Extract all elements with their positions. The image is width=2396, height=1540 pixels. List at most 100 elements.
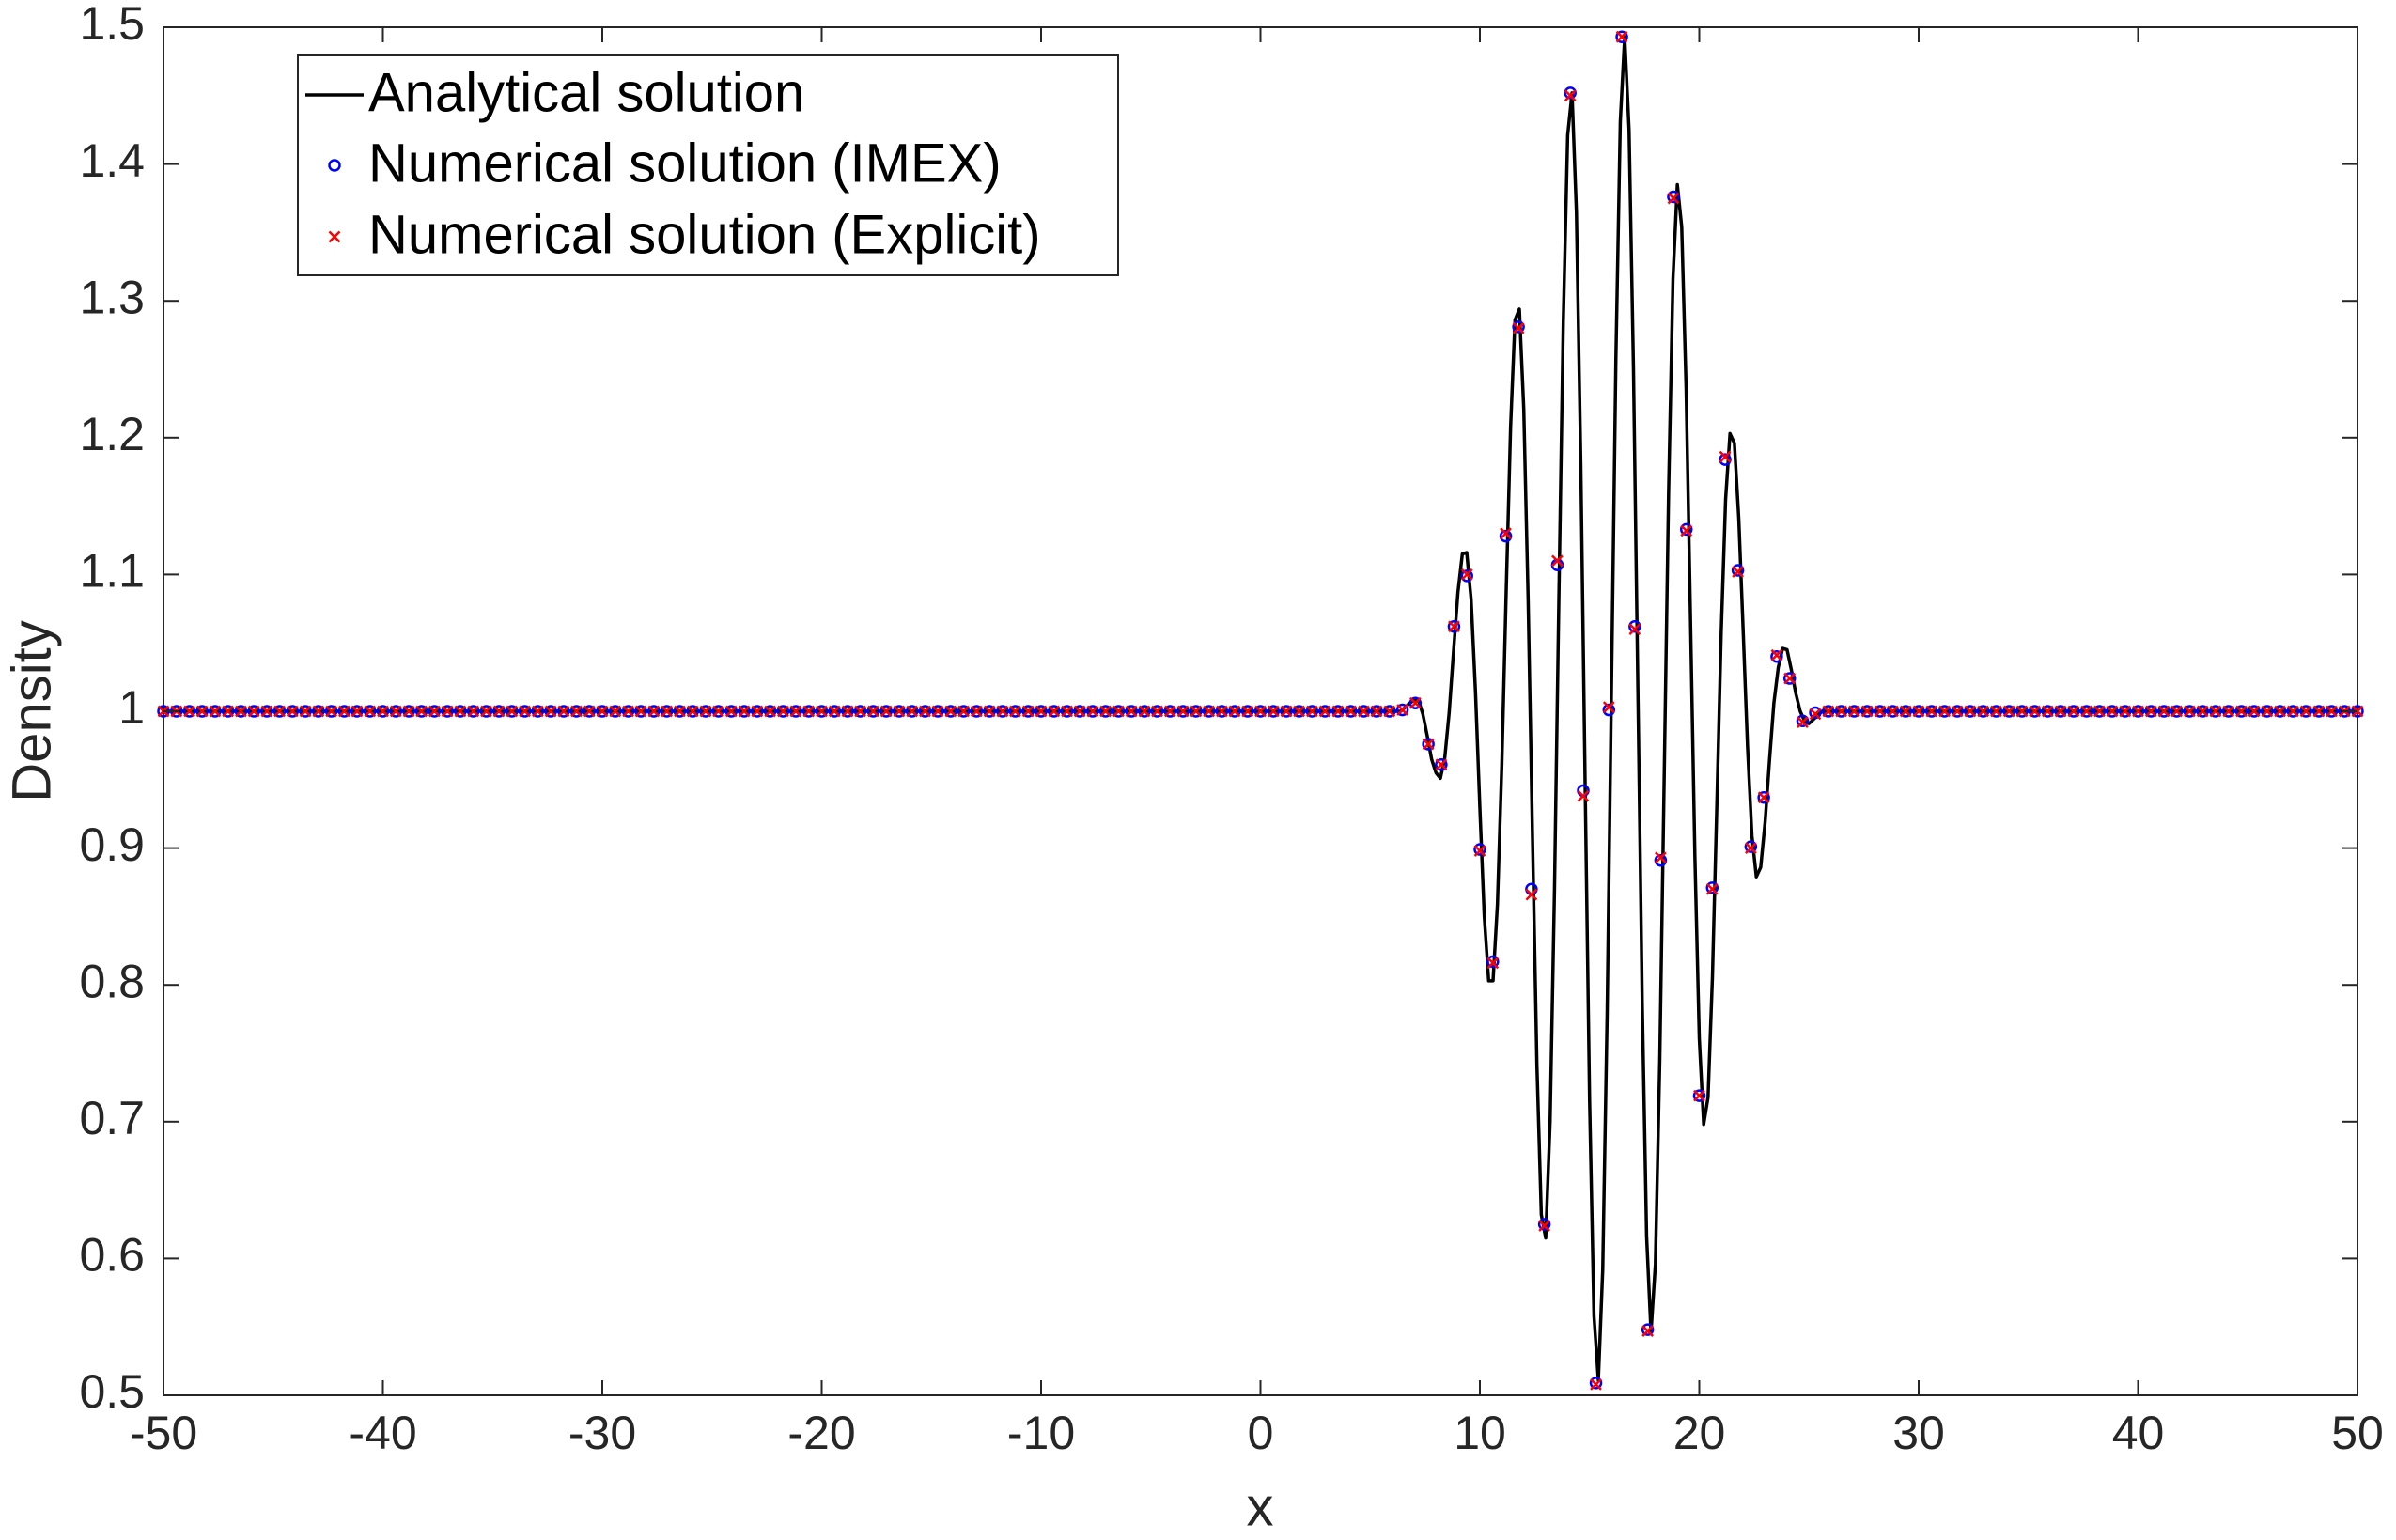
explicit-point	[1203, 705, 1216, 718]
explicit-point	[1151, 705, 1163, 718]
imex-point	[647, 705, 661, 718]
imex-point	[711, 705, 725, 718]
explicit-point	[415, 705, 428, 718]
imex-point	[1460, 569, 1473, 583]
x-tick-label: 30	[1892, 1407, 1945, 1459]
explicit-point	[609, 705, 622, 718]
imex-point	[1190, 705, 1203, 718]
explicit-point	[1551, 554, 1564, 568]
imex-point	[724, 705, 739, 718]
explicit-point	[2119, 705, 2132, 718]
explicit-point	[389, 705, 402, 718]
explicit-point	[919, 705, 931, 718]
explicit-point	[2067, 705, 2080, 718]
imex-point	[609, 705, 622, 718]
imex-point	[1782, 672, 1797, 685]
explicit-point	[570, 705, 583, 718]
imex-point	[621, 705, 635, 718]
explicit-point	[1977, 705, 1990, 718]
explicit-point	[1241, 705, 1254, 718]
imex-point	[2209, 705, 2222, 718]
imex-point	[2273, 705, 2287, 718]
explicit-point	[1061, 705, 1073, 718]
imex-point	[634, 705, 647, 718]
imex-point	[1215, 705, 1229, 718]
imex-point	[866, 705, 880, 718]
imex-point	[1564, 86, 1577, 100]
x-tick-label: 40	[2112, 1407, 2165, 1459]
imex-point	[1937, 705, 1952, 718]
explicit-point	[1216, 705, 1228, 718]
imex-point	[1473, 843, 1486, 856]
imex-point	[1125, 705, 1138, 718]
imex-point	[1202, 705, 1216, 718]
explicit-point	[686, 705, 699, 718]
explicit-point	[2235, 705, 2248, 718]
imex-point	[479, 705, 493, 718]
imex-point	[2041, 705, 2055, 718]
explicit-point	[299, 705, 312, 718]
explicit-point	[1190, 705, 1203, 718]
explicit-point	[777, 705, 789, 718]
imex-point	[1874, 705, 1887, 718]
imex-point	[1228, 705, 1241, 718]
imex-point	[1370, 705, 1383, 718]
imex-point	[428, 705, 442, 718]
imex-point	[2015, 705, 2029, 718]
explicit-point	[364, 705, 377, 718]
explicit-point	[1486, 957, 1500, 970]
explicit-point	[1809, 708, 1822, 721]
imex-point	[1628, 619, 1641, 633]
imex-point	[1318, 705, 1331, 718]
imex-point	[1086, 705, 1099, 718]
imex-point	[905, 705, 919, 718]
explicit-point	[1680, 524, 1693, 537]
imex-point	[1512, 320, 1525, 334]
imex-point	[376, 705, 390, 718]
y-tick-label: 1.2	[79, 408, 145, 460]
y-tick-label: 1	[118, 681, 145, 734]
explicit-point	[2183, 705, 2196, 718]
explicit-point	[506, 705, 519, 718]
explicit-point	[1757, 791, 1770, 804]
imex-point	[853, 705, 867, 718]
explicit-point	[1964, 705, 1977, 718]
legend-marker	[328, 159, 341, 172]
explicit-point	[1615, 30, 1628, 43]
explicit-point	[1655, 851, 1667, 864]
explicit-point	[1512, 321, 1525, 334]
explicit-point	[2209, 705, 2222, 718]
imex-point	[1331, 705, 1345, 718]
x-axis-label: x	[1247, 1476, 1274, 1537]
imex-point	[2002, 705, 2015, 718]
explicit-point	[2144, 705, 2157, 718]
explicit-point	[1422, 738, 1435, 751]
imex-point	[402, 705, 415, 718]
explicit-point	[260, 705, 273, 718]
y-axis-label: Density	[1, 620, 62, 801]
imex-point	[1705, 881, 1719, 894]
explicit-point	[738, 705, 751, 718]
explicit-point	[1590, 1377, 1602, 1391]
explicit-point	[1744, 842, 1757, 854]
explicit-point	[1693, 1089, 1705, 1102]
explicit-point	[273, 705, 286, 718]
legend-label: Numerical solution (IMEX)	[368, 132, 1002, 194]
explicit-point	[209, 705, 222, 718]
explicit-point	[1525, 888, 1538, 901]
imex-point	[182, 705, 196, 718]
explicit-point	[1538, 1220, 1551, 1232]
imex-point	[337, 705, 351, 718]
explicit-point	[1112, 705, 1125, 718]
imex-point	[1589, 1377, 1603, 1390]
explicit-point	[1835, 705, 1847, 718]
imex-point	[1267, 705, 1281, 718]
imex-point	[1499, 529, 1513, 543]
imex-point	[209, 705, 222, 718]
explicit-point	[622, 705, 634, 718]
imex-point	[2079, 705, 2093, 718]
explicit-point	[1925, 705, 1938, 718]
imex-point	[970, 705, 984, 718]
x-tick-label: 0	[1248, 1407, 1274, 1459]
